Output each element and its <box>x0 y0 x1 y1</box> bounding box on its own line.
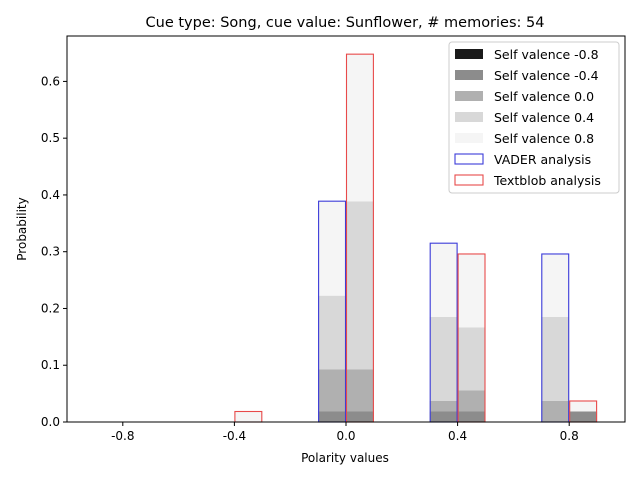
legend-swatch <box>455 49 483 59</box>
legend-swatch <box>454 174 484 186</box>
bar-textblob-selfval-2-cat-3 <box>457 390 486 412</box>
legend-label: Self valence -0.4 <box>494 68 599 83</box>
bar-vader-selfval-2-cat-3 <box>429 400 458 412</box>
y-tick-label: 0.0 <box>41 415 60 429</box>
bar-vader-selfval-4-cat-3 <box>429 243 458 317</box>
legend-swatch <box>455 91 483 101</box>
bar-vader-selfval-3-cat-3 <box>429 316 458 401</box>
x-tick-label: -0.8 <box>111 429 134 443</box>
bar-textblob-selfval-1-cat-4 <box>569 411 598 422</box>
legend-label: Self valence 0.8 <box>494 131 594 146</box>
bar-vader-selfval-2-cat-2 <box>318 369 346 412</box>
legend-label: VADER analysis <box>494 152 591 167</box>
bar-vader-selfval-2-cat-4 <box>541 400 570 422</box>
y-tick-label: 0.2 <box>41 301 60 315</box>
x-tick-label: 0.8 <box>560 429 579 443</box>
legend-label: Self valence 0.4 <box>494 110 594 125</box>
legend-label: Self valence -0.8 <box>494 47 599 62</box>
bar-vader-selfval-1-cat-2 <box>318 411 346 422</box>
axes: -0.8 -0.4 0.0 0.4 0.8 0.0 0.1 0.2 0.3 0.4 0.5 0.6 <box>41 35 626 443</box>
y-tick-label: 0.4 <box>41 188 60 202</box>
bar-textblob-selfval-1-cat-3 <box>457 411 486 422</box>
legend-swatch <box>455 112 483 122</box>
legend-swatch <box>455 70 483 80</box>
legend-swatch <box>454 153 484 165</box>
x-axis-label: Polarity values <box>301 451 389 465</box>
legend-label: Textblob analysis <box>493 173 601 188</box>
plot-area <box>234 53 598 423</box>
legend-label: Self valence 0.0 <box>494 89 594 104</box>
x-tick-label: 0.0 <box>336 429 355 443</box>
y-axis-label: Probability <box>15 197 29 260</box>
y-tick-label: 0.6 <box>41 74 60 88</box>
legend-swatch <box>455 133 483 143</box>
y-tick-label: 0.1 <box>41 358 60 372</box>
bar-vader-selfval-4-cat-4 <box>541 253 570 317</box>
bar-textblob-selfval-2-cat-2 <box>346 369 374 412</box>
bar-vader-selfval-1-cat-3 <box>429 411 458 422</box>
chart-title: Cue type: Song, cue value: Sunflower, # … <box>146 15 545 31</box>
legend: Self valence -0.8 Self valence -0.4 Self v… <box>448 41 620 194</box>
bar-textblob-selfval-4-cat-2 <box>346 54 374 202</box>
x-tick-label: 0.4 <box>448 429 467 443</box>
legend-box <box>448 41 620 194</box>
bar-textblob-selfval-3-cat-2 <box>346 201 374 370</box>
bar-vader-selfval-3-cat-4 <box>541 316 570 401</box>
bar-textblob-selfval-3-cat-3 <box>457 327 486 391</box>
bar-textblob-selfval-4-cat-3 <box>457 253 486 328</box>
bar-vader-selfval-3-cat-2 <box>318 295 346 370</box>
bar-textblob-selfval-4-cat-4 <box>569 400 598 412</box>
x-tick-label: -0.4 <box>223 429 246 443</box>
bar-textblob-selfval-4-cat-1 <box>234 411 263 422</box>
bar-vader-selfval-4-cat-2 <box>318 200 346 296</box>
y-tick-label: 0.5 <box>41 131 60 145</box>
y-tick-label: 0.3 <box>41 245 60 259</box>
bar-textblob-selfval-1-cat-2 <box>346 411 374 422</box>
